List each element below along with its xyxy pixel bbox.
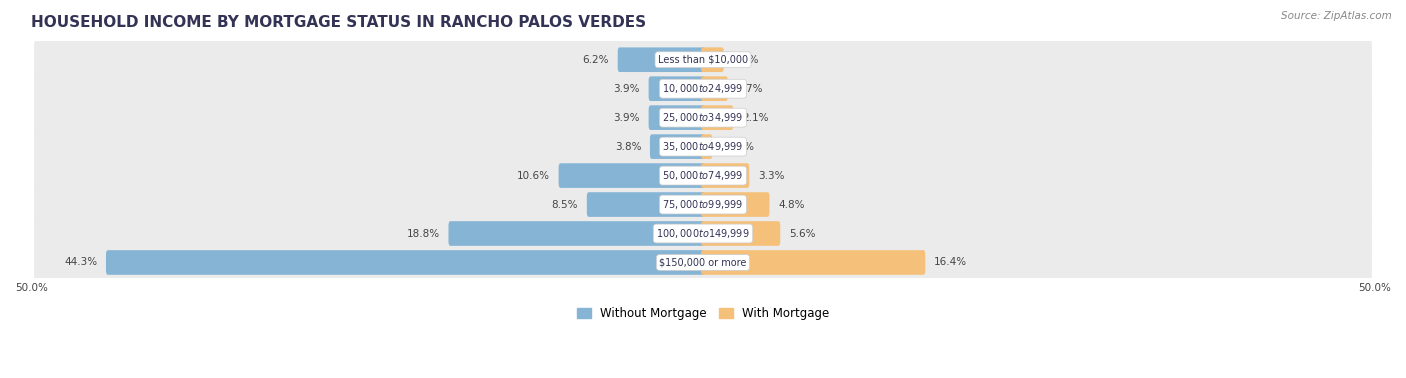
Text: 44.3%: 44.3% bbox=[65, 257, 97, 268]
FancyBboxPatch shape bbox=[34, 153, 1372, 198]
FancyBboxPatch shape bbox=[648, 76, 704, 101]
Text: 3.9%: 3.9% bbox=[613, 84, 640, 94]
Text: 5.6%: 5.6% bbox=[789, 229, 815, 239]
FancyBboxPatch shape bbox=[586, 192, 704, 217]
Text: 2.1%: 2.1% bbox=[742, 113, 769, 122]
Text: $10,000 to $24,999: $10,000 to $24,999 bbox=[662, 82, 744, 95]
Text: 3.9%: 3.9% bbox=[613, 113, 640, 122]
FancyBboxPatch shape bbox=[34, 211, 1372, 256]
Text: $150,000 or more: $150,000 or more bbox=[659, 257, 747, 268]
FancyBboxPatch shape bbox=[702, 47, 724, 72]
Text: 8.5%: 8.5% bbox=[551, 200, 578, 209]
FancyBboxPatch shape bbox=[34, 67, 1372, 111]
FancyBboxPatch shape bbox=[702, 250, 925, 275]
Text: 4.8%: 4.8% bbox=[778, 200, 804, 209]
FancyBboxPatch shape bbox=[449, 221, 704, 246]
FancyBboxPatch shape bbox=[105, 250, 704, 275]
Text: 6.2%: 6.2% bbox=[582, 55, 609, 65]
Text: $50,000 to $74,999: $50,000 to $74,999 bbox=[662, 169, 744, 182]
Text: $75,000 to $99,999: $75,000 to $99,999 bbox=[662, 198, 744, 211]
Text: Source: ZipAtlas.com: Source: ZipAtlas.com bbox=[1281, 11, 1392, 21]
FancyBboxPatch shape bbox=[650, 134, 704, 159]
FancyBboxPatch shape bbox=[702, 221, 780, 246]
FancyBboxPatch shape bbox=[34, 95, 1372, 140]
FancyBboxPatch shape bbox=[617, 47, 704, 72]
Text: 16.4%: 16.4% bbox=[934, 257, 967, 268]
FancyBboxPatch shape bbox=[702, 76, 728, 101]
Legend: Without Mortgage, With Mortgage: Without Mortgage, With Mortgage bbox=[572, 302, 834, 325]
Text: 1.4%: 1.4% bbox=[733, 55, 759, 65]
FancyBboxPatch shape bbox=[558, 163, 704, 188]
FancyBboxPatch shape bbox=[702, 134, 713, 159]
FancyBboxPatch shape bbox=[34, 182, 1372, 227]
Text: 18.8%: 18.8% bbox=[406, 229, 440, 239]
Text: $100,000 to $149,999: $100,000 to $149,999 bbox=[657, 227, 749, 240]
Text: 1.7%: 1.7% bbox=[737, 84, 763, 94]
FancyBboxPatch shape bbox=[702, 105, 733, 130]
Text: $35,000 to $49,999: $35,000 to $49,999 bbox=[662, 140, 744, 153]
Text: 0.54%: 0.54% bbox=[721, 142, 754, 152]
FancyBboxPatch shape bbox=[34, 240, 1372, 285]
Text: HOUSEHOLD INCOME BY MORTGAGE STATUS IN RANCHO PALOS VERDES: HOUSEHOLD INCOME BY MORTGAGE STATUS IN R… bbox=[31, 15, 647, 30]
Text: 3.3%: 3.3% bbox=[758, 170, 785, 181]
Text: 10.6%: 10.6% bbox=[517, 170, 550, 181]
Text: $25,000 to $34,999: $25,000 to $34,999 bbox=[662, 111, 744, 124]
Text: 3.8%: 3.8% bbox=[614, 142, 641, 152]
FancyBboxPatch shape bbox=[34, 124, 1372, 169]
FancyBboxPatch shape bbox=[34, 37, 1372, 82]
FancyBboxPatch shape bbox=[648, 105, 704, 130]
Text: Less than $10,000: Less than $10,000 bbox=[658, 55, 748, 65]
FancyBboxPatch shape bbox=[702, 192, 769, 217]
FancyBboxPatch shape bbox=[702, 163, 749, 188]
